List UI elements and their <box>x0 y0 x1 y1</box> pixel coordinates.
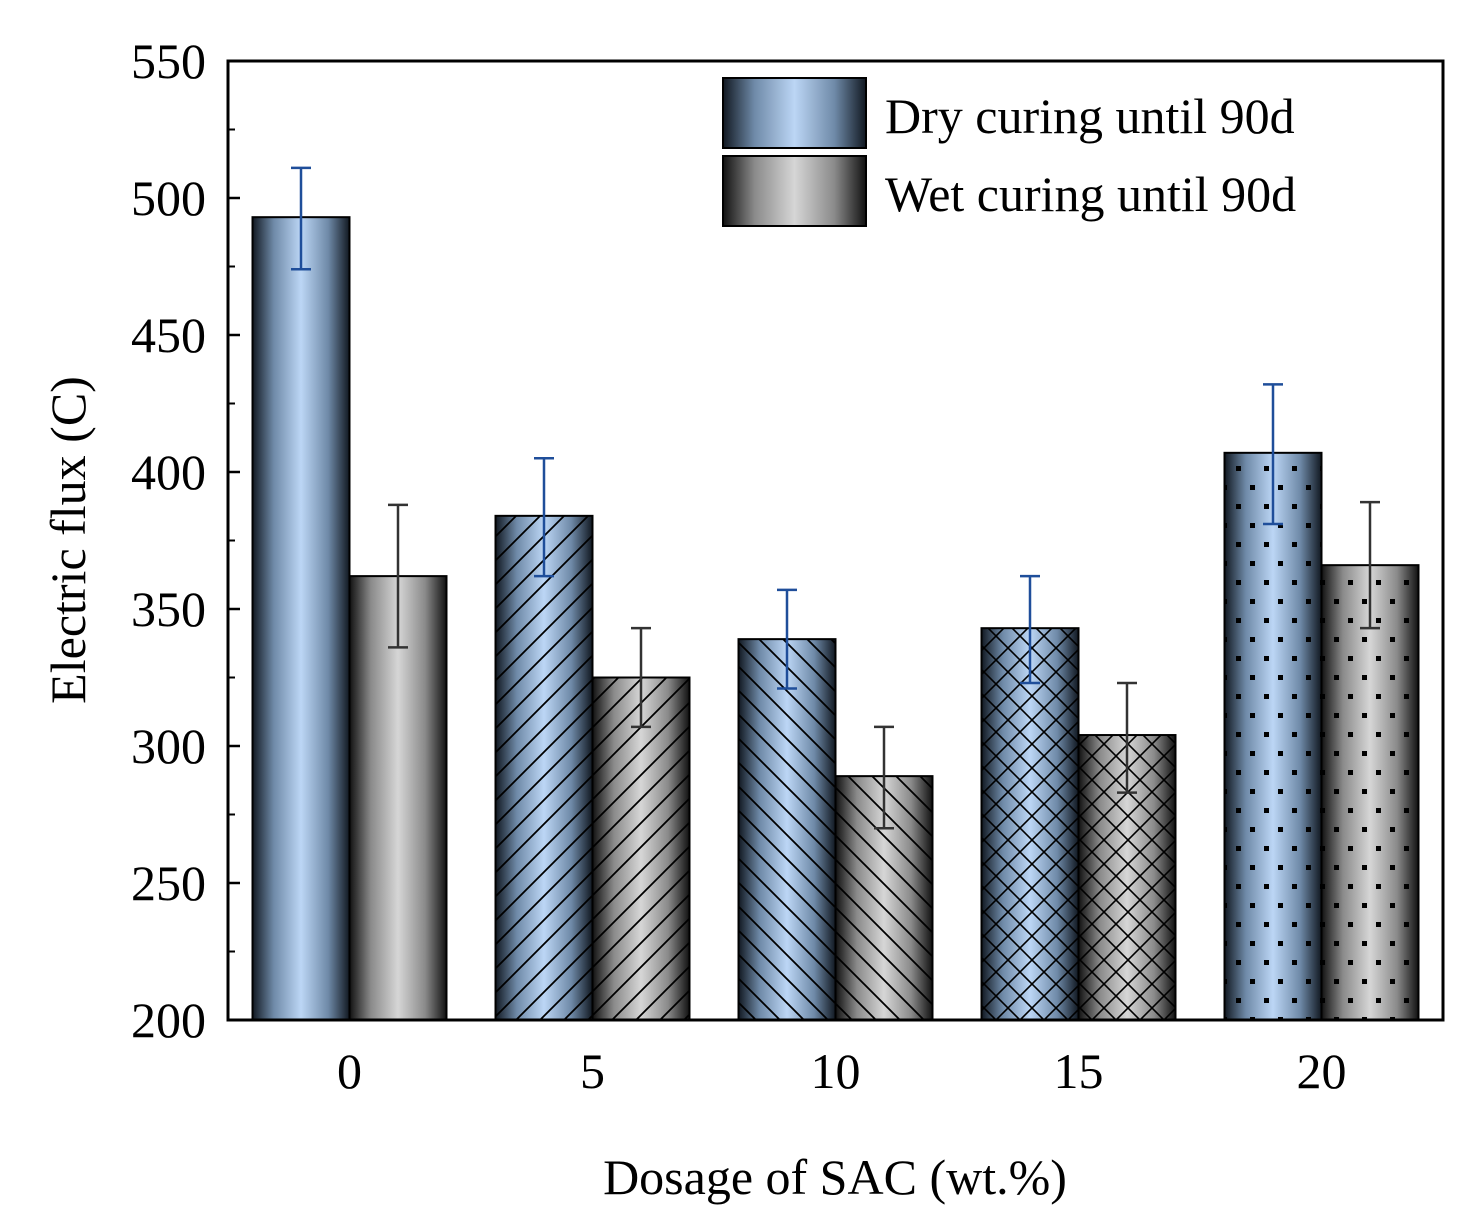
y-tick-label-450: 450 <box>131 307 206 363</box>
y-tick-label-500: 500 <box>131 170 206 226</box>
legend: Dry curing until 90d Wet curing until 90… <box>722 77 1296 227</box>
error-bars-layer <box>291 166 1380 830</box>
error-bar-wet-5 <box>631 626 651 729</box>
legend-swatch-wet <box>722 155 867 227</box>
legend-label-wet: Wet curing until 90d <box>885 166 1296 222</box>
bar-pattern-dry-15 <box>981 628 1079 1020</box>
bar-wet-0 <box>348 575 448 1021</box>
legend-label-dry: Dry curing until 90d <box>885 88 1295 144</box>
y-tick-label-250: 250 <box>131 855 206 911</box>
error-bar-dry-0 <box>291 166 311 271</box>
y-tick-label-550: 550 <box>131 33 206 89</box>
bar-pattern-wet-20 <box>1321 565 1419 1020</box>
bar-dry-0 <box>251 216 351 1021</box>
error-bar-wet-15 <box>1117 681 1137 794</box>
x-tick-label-20: 20 <box>1297 1043 1347 1099</box>
x-tick-label-0: 0 <box>337 1043 362 1099</box>
error-bar-dry-20 <box>1263 383 1283 526</box>
error-bar-wet-10 <box>874 725 894 830</box>
bar-pattern-dry-20 <box>1224 452 1322 1020</box>
legend-swatch-dry <box>722 77 867 149</box>
x-tick-label-10: 10 <box>811 1043 861 1099</box>
y-axis: 200 250 300 350 400 450 500 550 <box>131 33 240 1048</box>
bars-layer <box>251 216 1420 1022</box>
error-bar-dry-5 <box>534 457 554 578</box>
bar-pattern-wet-5 <box>592 677 690 1020</box>
y-tick-label-350: 350 <box>131 581 206 637</box>
error-bar-wet-0 <box>388 503 408 649</box>
error-bar-dry-10 <box>777 588 797 690</box>
error-bar-wet-20 <box>1360 500 1380 630</box>
y-tick-label-200: 200 <box>131 992 206 1048</box>
error-bar-dry-15 <box>1020 574 1040 685</box>
bar-pattern-dry-5 <box>495 515 593 1020</box>
x-tick-label-15: 15 <box>1054 1043 1104 1099</box>
y-axis-title: Electric flux (C) <box>40 376 96 704</box>
y-tick-label-400: 400 <box>131 444 206 500</box>
bar-pattern-dry-10 <box>738 639 836 1020</box>
x-axis: 0 5 10 15 20 <box>337 1043 1347 1099</box>
y-tick-label-300: 300 <box>131 718 206 774</box>
x-tick-label-5: 5 <box>580 1043 605 1099</box>
x-axis-title: Dosage of SAC (wt.%) <box>603 1149 1067 1205</box>
